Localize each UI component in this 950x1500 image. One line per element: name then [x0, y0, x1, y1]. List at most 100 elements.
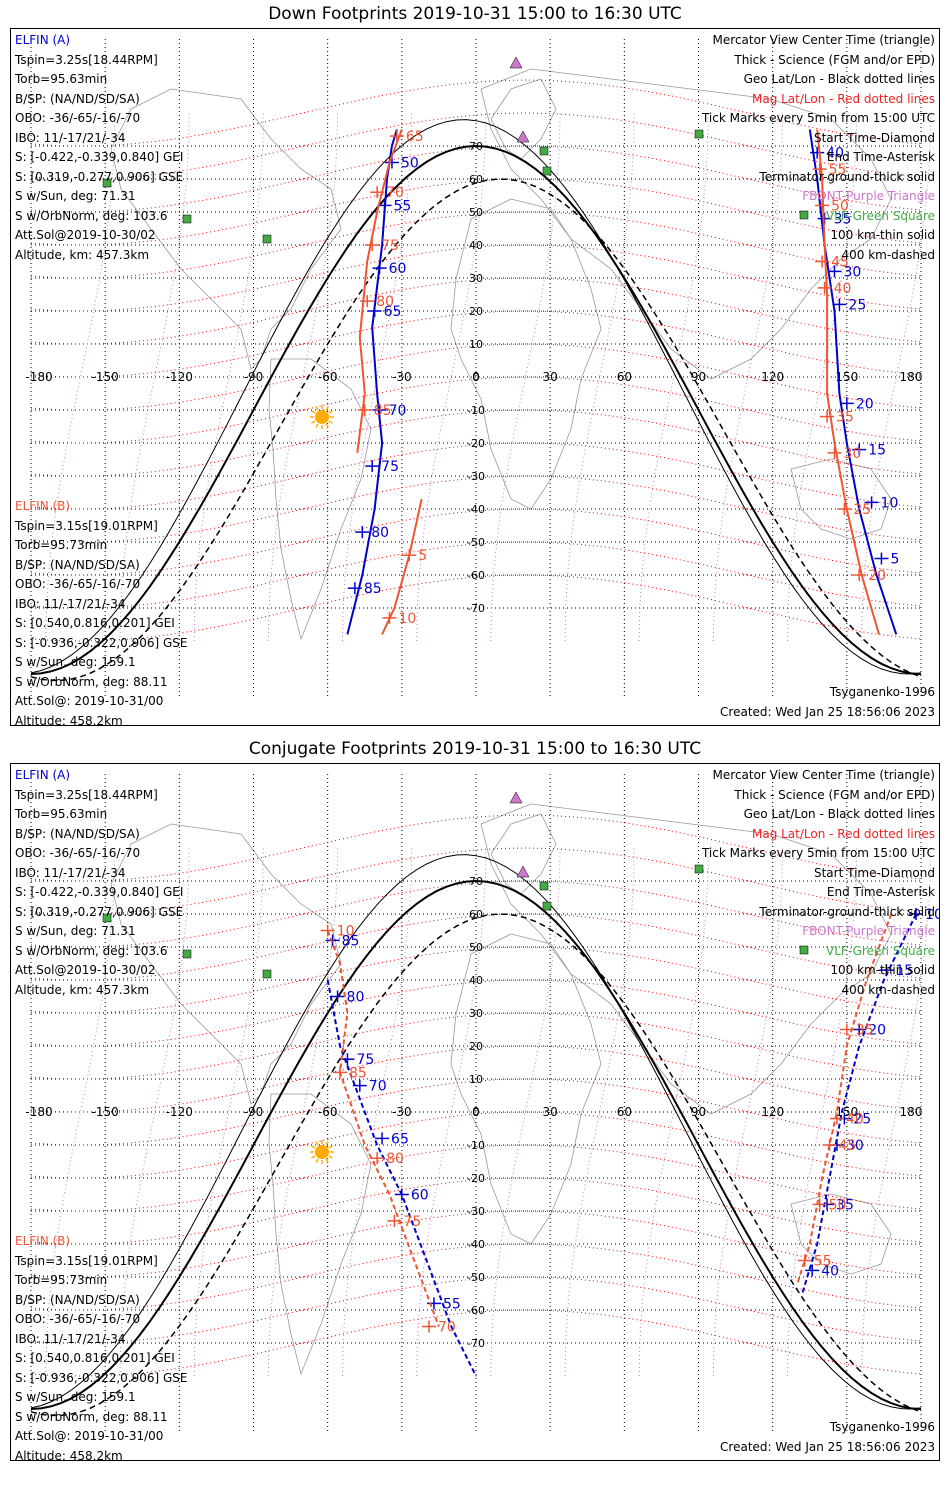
lon-tick-label: 120 [761, 1105, 784, 1119]
panel-title-down: Down Footprints 2019-10-31 15:00 to 16:3… [268, 4, 682, 24]
elfin-a-line: Torb=95.63min [15, 72, 108, 86]
sun-ray [325, 1141, 329, 1146]
lat-tick-label: -30 [467, 470, 485, 483]
legend-item: End Time-Asterisk [826, 885, 935, 899]
lat-tick-label: 0 [473, 371, 480, 384]
tick-label: 35 [836, 410, 854, 426]
tick-label: 85 [374, 403, 392, 419]
lat-tick-label: 20 [469, 305, 483, 318]
elfin-b-line: Tspin=3.15s[19.01RPM] [15, 1253, 158, 1268]
legend-item: End Time-Asterisk [826, 150, 935, 164]
tick-label: 30 [843, 264, 861, 280]
elfin-b-line: OBO: -36/-65/-16/-70 [15, 577, 141, 591]
legend-item: Terminator-ground-thick solid [759, 169, 935, 184]
land-outlines [110, 803, 892, 1376]
mag-meridian [861, 112, 932, 642]
legend-item: 100 km-thin solid [830, 963, 935, 977]
elfin-b-line: S: [0.540,0.816,0.201] GEI [15, 1351, 175, 1365]
lat-tick-label: 60 [469, 908, 483, 921]
elfin-b-track [816, 129, 880, 635]
lat-tick-label: -40 [467, 1238, 485, 1251]
mag-parallel [30, 244, 922, 312]
terminator-100km [30, 119, 922, 675]
fbont-triangle [516, 865, 530, 878]
lon-tick-label: -120 [166, 370, 193, 384]
legend-item: Thick - Science (FGM and/or EPD) [734, 787, 935, 802]
tick-label: 55 [829, 162, 847, 178]
mag-parallel [30, 442, 922, 510]
tick-label: 55 [394, 198, 412, 214]
tick-label: 10 [925, 907, 940, 923]
vlf-square [539, 881, 549, 891]
mag-parallel [30, 946, 922, 1014]
mag-parallel [30, 979, 922, 1047]
tick-label: 20 [856, 396, 874, 412]
tick-label: 40 [826, 146, 844, 162]
vlf-square [694, 864, 704, 874]
land-shape [490, 813, 557, 895]
elfin-a-track [801, 913, 917, 1294]
terminator-ground [30, 144, 922, 675]
tick-label: 35 [856, 1023, 874, 1039]
sun-ray [311, 1145, 316, 1149]
legend-item: FBONT-Purple Triangle [802, 189, 935, 203]
vlf-square [102, 913, 112, 923]
terminator-400km [30, 913, 922, 1417]
lon-tick-label: 90 [691, 370, 706, 384]
mag-meridian [342, 112, 413, 642]
sun-ray [328, 410, 333, 414]
elfin-b-line: S w/Sun, deg: 159.1 [15, 1390, 136, 1404]
lon-tick-label: 60 [617, 370, 632, 384]
elfin-a-line: B/SP: (NA/ND/SD/SA) [15, 91, 140, 106]
elfin-b-line: IBO: 11/-17/21/-34 [15, 596, 126, 611]
track-ticks: 85 80 75 70 65 60 55 [325, 933, 461, 1312]
mag-meridian [267, 112, 339, 642]
tick-label: 20 [868, 1023, 886, 1039]
lat-tick-label: -10 [467, 404, 485, 417]
mag-parallel [30, 1276, 922, 1344]
mag-grid [30, 79, 922, 642]
lon-tick-label: -30 [392, 370, 412, 384]
legend-item: Mercator View Center Time (triangle) [712, 33, 935, 47]
mag-parallel [30, 913, 922, 981]
mag-parallel [30, 541, 922, 609]
tick-label: 55 [443, 1296, 461, 1312]
mag-meridian [416, 847, 487, 1377]
elfin-a-line: S w/OrbNorm, deg: 103.6 [15, 208, 168, 223]
mag-parallel [30, 178, 922, 246]
track-ticks: 5 10 [382, 548, 427, 627]
tick-label: 30 [843, 446, 861, 462]
tick-label: 45 [839, 1138, 857, 1154]
lat-tick-label: 40 [469, 974, 483, 987]
legend-item: FBONT-Purple Triangle [802, 924, 935, 938]
panel-title-conjugate: Conjugate Footprints 2019-10-31 15:00 to… [248, 739, 702, 759]
elfin-b-line: IBO: 11/-17/21/-34 [15, 1331, 126, 1346]
sun-ray [315, 1141, 319, 1146]
elfin-b-track [356, 129, 403, 454]
lat-tick-label: -70 [467, 602, 485, 615]
tick-label: 25 [853, 1112, 871, 1128]
mag-parallel [30, 1309, 922, 1377]
elfin-a-line: Torb=95.63min [15, 807, 108, 821]
vlf-square [694, 129, 704, 139]
lat-tick-label: 10 [469, 1073, 483, 1086]
geo-grid [30, 774, 922, 1432]
sun-ray [311, 420, 316, 424]
mag-parallel [30, 1144, 922, 1212]
elfin-b-line: Altitude: 458.2km [15, 1448, 123, 1461]
elfin-a-line: Altitude, km: 457.3km [15, 982, 150, 997]
tick-label: 75 [403, 1214, 421, 1230]
mag-meridian [193, 112, 264, 642]
tick-label: 85 [342, 933, 360, 949]
lon-tick-label: -150 [92, 1105, 119, 1119]
elfin-a-line: S: [0.319,-0.277,0.906] GSE [15, 904, 184, 919]
track-ticks: 65 70 75 80 85 [357, 129, 424, 419]
legend-item: Mag Lat/Lon - Red dotted lines [751, 91, 935, 106]
lat-tick-label: -30 [467, 1205, 485, 1218]
lon-tick-label: 120 [761, 370, 784, 384]
lon-tick-label: 0 [472, 1105, 480, 1119]
vlf-square [542, 901, 552, 911]
lon-tick-label: 180 [900, 370, 923, 384]
tick-label: 35 [834, 212, 852, 228]
